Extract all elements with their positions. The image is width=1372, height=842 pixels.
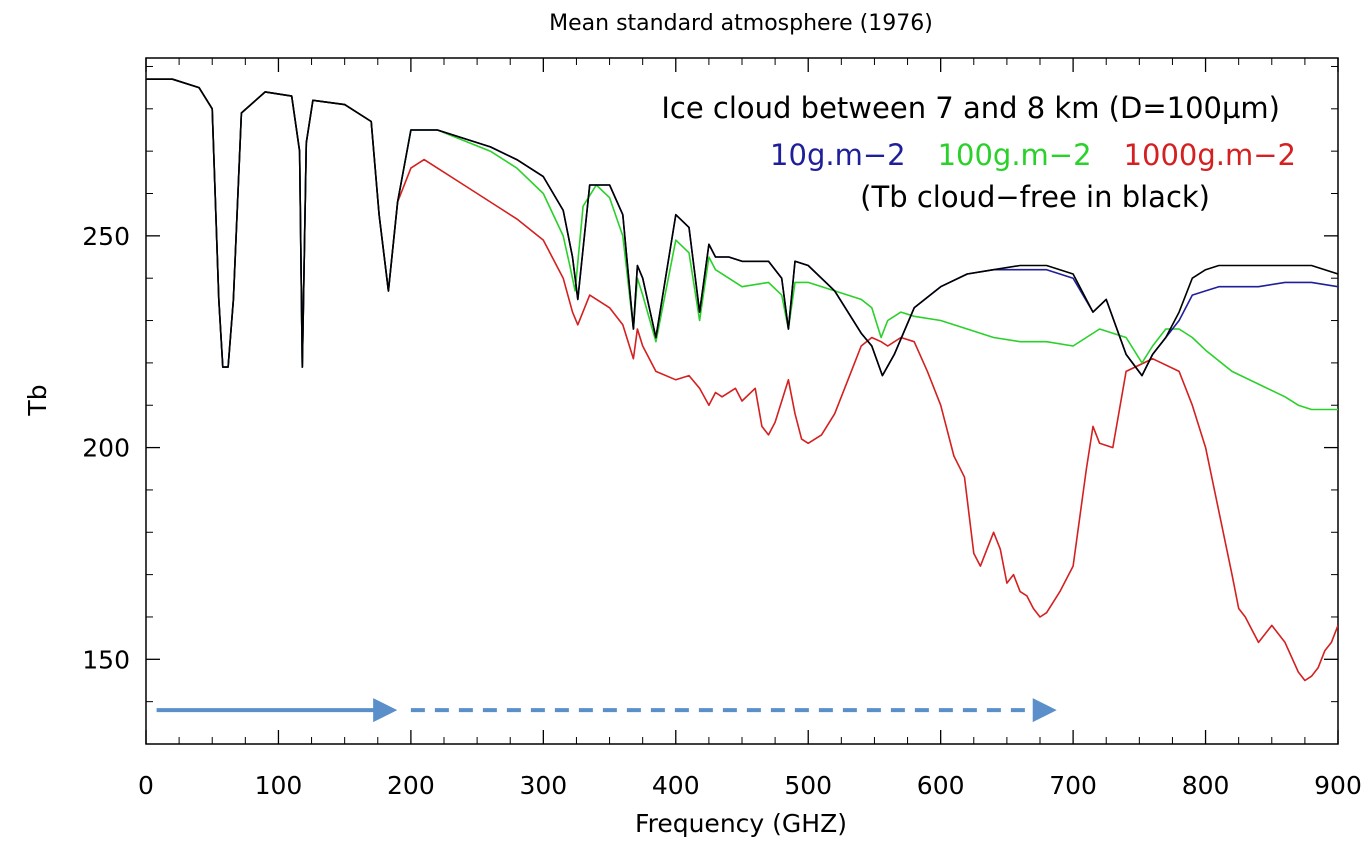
series-line-g100 [146,78,1338,411]
chart-title: Mean standard atmosphere (1976) [549,11,933,36]
legend-note: (Tb cloud−free in black) [860,180,1210,214]
x-axis-label: Frequency (GHZ) [635,809,847,838]
x-tick-label: 700 [1049,771,1097,800]
y-tick-label: 250 [82,222,130,251]
x-tick-label: 500 [784,771,832,800]
x-tick-label: 300 [519,771,567,800]
legend-header: Ice cloud between 7 and 8 km (D=100µm) [661,91,1280,125]
legend-item-1000g: 1000g.m−2 [1124,138,1296,172]
series-line-clear [146,78,1338,377]
x-tick-label: 100 [255,771,303,800]
x-tick-label: 900 [1314,771,1362,800]
x-tick-label: 800 [1182,771,1230,800]
legend-item-10g: 10g.m−2 [770,138,906,172]
x-axis: 0 100 200 300 400 500 600 700 800 900 [138,58,1362,800]
y-axis-label: Tb [23,384,52,416]
legend: Ice cloud between 7 and 8 km (D=100µm) 1… [661,91,1296,214]
y-tick-label: 150 [82,645,130,674]
series-layer [146,78,1338,682]
x-tick-label: 0 [138,771,154,800]
x-tick-label: 400 [652,771,700,800]
y-tick-label: 200 [82,434,130,463]
y-axis: 150 200 250 [82,65,1338,703]
x-tick-label: 200 [387,771,435,800]
legend-item-100g: 100g.m−2 [938,138,1092,172]
x-tick-label: 600 [917,771,965,800]
